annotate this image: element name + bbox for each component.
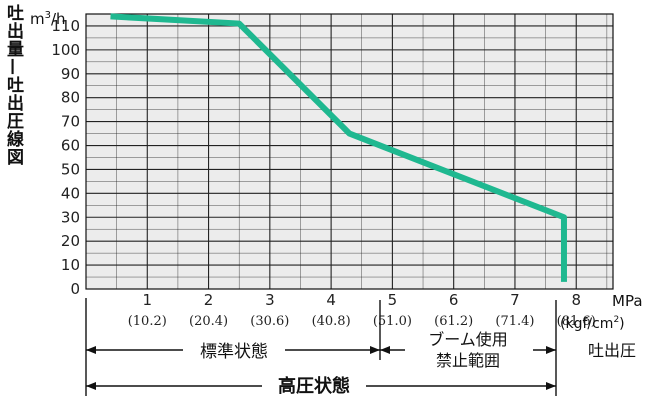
x-tick-label: 2 bbox=[204, 291, 214, 309]
y-tick-label: 100 bbox=[51, 41, 80, 59]
range-arrowheads bbox=[86, 346, 556, 390]
x-unit-secondary: (kgf/cm2) bbox=[560, 315, 625, 332]
x-tick-label-secondary: (20.4) bbox=[189, 314, 228, 329]
y-tick-label: 0 bbox=[70, 280, 80, 298]
x-tick-label: 5 bbox=[388, 291, 398, 309]
x-tick-label: 4 bbox=[326, 291, 336, 309]
x-tick-label-secondary: (30.6) bbox=[250, 314, 289, 329]
x-tick-label-secondary: (10.2) bbox=[128, 314, 167, 329]
y-tick-label: 90 bbox=[61, 65, 80, 83]
x-unit-primary: MPa bbox=[612, 292, 643, 310]
x-tick-label-secondary: (81.6) bbox=[557, 314, 596, 329]
y-tick-label: 80 bbox=[61, 89, 80, 107]
x-axis-ticks: 1 (10.2) 2 (20.4) 3 (30.6) 4 (40.8) 5 (51.0) 6 (61.… bbox=[128, 291, 596, 329]
boom-range-label-line2: 禁止範囲 bbox=[436, 351, 500, 370]
y-tick-label: 50 bbox=[61, 160, 80, 178]
x-tick-label-secondary: (40.8) bbox=[312, 314, 351, 329]
boom-range-label-line1: ブーム使用 bbox=[428, 330, 508, 349]
x-tick-label: 7 bbox=[510, 291, 520, 309]
y-tick-label: 40 bbox=[61, 184, 80, 202]
x-axis-label: 吐出圧 bbox=[588, 341, 636, 360]
plot-frame bbox=[85, 13, 614, 290]
x-tick-label-secondary: (51.0) bbox=[373, 314, 412, 329]
y-axis-ticks: 0 10 20 30 40 50 60 70 80 90 100 110 bbox=[51, 17, 80, 298]
series-group bbox=[110, 13, 567, 282]
y-tick-label: 20 bbox=[61, 232, 80, 250]
plot-background bbox=[86, 14, 613, 289]
x-tick-label: 8 bbox=[571, 291, 581, 309]
chart-title: 吐出量—吐出圧線図 bbox=[3, 4, 23, 166]
grid bbox=[86, 14, 613, 289]
y-tick-label: 60 bbox=[61, 137, 80, 155]
standard-range-label: 標準状態 bbox=[200, 342, 268, 362]
high-pressure-range-label: 高圧状態 bbox=[278, 375, 350, 397]
y-tick-label: 30 bbox=[61, 208, 80, 226]
y-tick-label: 110 bbox=[51, 17, 80, 35]
x-tick-label-secondary: (71.4) bbox=[495, 314, 534, 329]
x-tick-label: 3 bbox=[265, 291, 275, 309]
x-tick-label-secondary: (61.2) bbox=[434, 314, 473, 329]
x-tick-label: 1 bbox=[143, 291, 153, 309]
x-tick-label: 6 bbox=[449, 291, 459, 309]
y-tick-label: 70 bbox=[61, 113, 80, 131]
y-tick-label: 10 bbox=[61, 256, 80, 274]
y-axis-label: m3/h bbox=[30, 10, 66, 28]
series-line bbox=[110, 13, 567, 282]
